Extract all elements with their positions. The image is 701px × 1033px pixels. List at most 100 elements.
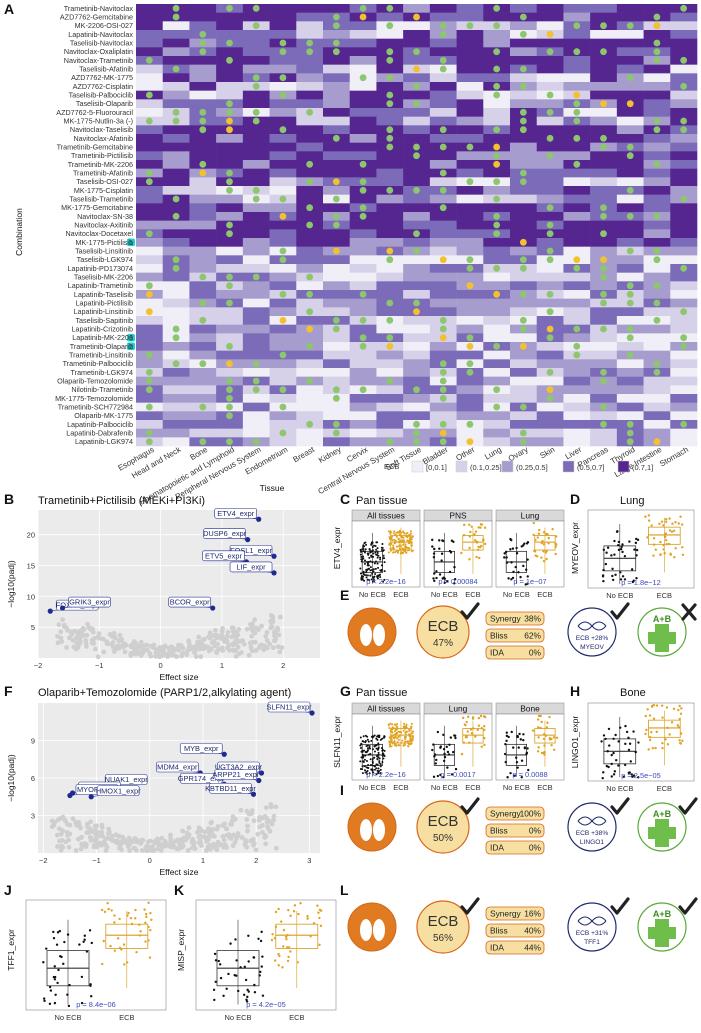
heat-cell <box>162 82 190 91</box>
heat-cell <box>563 125 591 135</box>
point-no-ecb <box>362 570 365 573</box>
point-ecb <box>655 730 658 734</box>
heat-cell <box>483 73 511 83</box>
heat-dot-green <box>145 282 153 290</box>
heat-cell <box>296 255 324 265</box>
heat-cell <box>269 420 297 429</box>
heat-cell <box>189 428 217 438</box>
volcano-point <box>100 833 105 839</box>
point-no-ecb <box>614 733 617 737</box>
point-ecb <box>536 718 540 721</box>
point-ecb <box>648 714 652 717</box>
heat-cell <box>323 168 351 178</box>
heat-cell <box>189 246 217 256</box>
point-ecb <box>392 544 395 547</box>
y-tick-label: 6 <box>31 774 35 783</box>
heat-dot-green <box>332 13 340 21</box>
heat-dot-green <box>493 178 501 186</box>
heat-cell <box>189 290 217 299</box>
volcano-point <box>195 829 200 835</box>
heat-dot-green <box>279 386 287 394</box>
heat-cell <box>536 238 564 247</box>
point-ecb <box>406 730 409 733</box>
heat-dot-green <box>626 420 634 428</box>
group-label: No ECB <box>503 783 530 792</box>
point-ecb <box>282 945 285 948</box>
point-no-ecb <box>449 551 453 554</box>
heat-dot-yellow <box>413 65 420 73</box>
heat-cell <box>643 151 671 161</box>
point-no-ecb <box>515 552 519 555</box>
point-no-ecb <box>514 565 517 569</box>
heat-dot-yellow <box>493 290 501 298</box>
heat-cell <box>590 160 618 169</box>
point-no-ecb <box>503 552 506 555</box>
heat-cell <box>483 368 511 377</box>
heat-cell <box>349 168 377 178</box>
heatmap-row-label: AZD7762-Cisplatin <box>73 82 133 91</box>
heat-cell <box>269 151 297 161</box>
heat-cell <box>136 246 164 256</box>
heat-cell <box>643 342 671 351</box>
heat-cell <box>483 411 511 421</box>
heat-cell <box>136 12 164 22</box>
heat-cell <box>563 238 591 247</box>
heat-dot-green <box>653 126 661 134</box>
point-no-ecb <box>432 743 435 746</box>
point-ecb <box>664 517 668 521</box>
ecb-title: ECB <box>428 813 459 830</box>
heat-cell <box>563 168 591 178</box>
point-ecb <box>391 539 394 542</box>
point-no-ecb <box>239 966 242 969</box>
point-no-ecb <box>375 767 378 770</box>
volcano-point <box>58 847 64 853</box>
point-no-ecb <box>617 764 620 767</box>
heat-cell <box>670 21 698 31</box>
heat-dot-green <box>145 230 153 238</box>
point-no-ecb <box>373 745 376 748</box>
point-no-ecb <box>219 976 223 980</box>
point-no-ecb <box>371 760 374 763</box>
point-no-ecb <box>617 540 621 544</box>
point-no-ecb <box>382 580 385 583</box>
group-label: ECB <box>657 784 672 793</box>
volcano-highlight-point <box>47 608 53 614</box>
heat-cell <box>643 420 671 429</box>
point-ecb <box>646 536 649 539</box>
heat-cell <box>323 350 351 360</box>
point-ecb <box>647 514 651 517</box>
volcano-point <box>268 625 274 631</box>
heat-cell <box>296 298 324 308</box>
heat-dot-green <box>626 247 634 255</box>
volcano-point <box>279 645 285 651</box>
heat-dot-green <box>199 117 207 125</box>
heat-cell <box>616 264 644 273</box>
heat-cell <box>456 64 484 74</box>
heat-cell <box>429 411 457 421</box>
heat-cell <box>189 376 217 386</box>
point-ecb <box>540 556 543 559</box>
heat-dot-green <box>493 195 501 203</box>
group-label: ECB <box>289 1013 304 1022</box>
volcano-point <box>257 824 263 830</box>
panel-label-i: I <box>340 782 344 798</box>
volcano-point <box>140 643 146 649</box>
point-ecb <box>460 752 464 756</box>
heatmap-marker-bg <box>127 342 135 351</box>
heat-dot-green <box>386 143 394 151</box>
heat-dot-green <box>573 351 581 359</box>
point-ecb <box>403 722 406 725</box>
point-ecb <box>306 917 309 920</box>
heat-dot-yellow <box>439 334 447 342</box>
volcano-point <box>193 654 199 659</box>
volcano-point <box>132 642 137 648</box>
heat-cell <box>670 298 698 308</box>
point-ecb <box>546 721 549 724</box>
heat-cell <box>670 73 698 83</box>
heat-cell <box>136 160 164 169</box>
heat-cell <box>643 238 671 247</box>
point-no-ecb <box>366 578 369 581</box>
point-ecb <box>144 921 147 924</box>
heat-cell <box>269 64 297 74</box>
metric-value: 0% <box>529 648 542 658</box>
